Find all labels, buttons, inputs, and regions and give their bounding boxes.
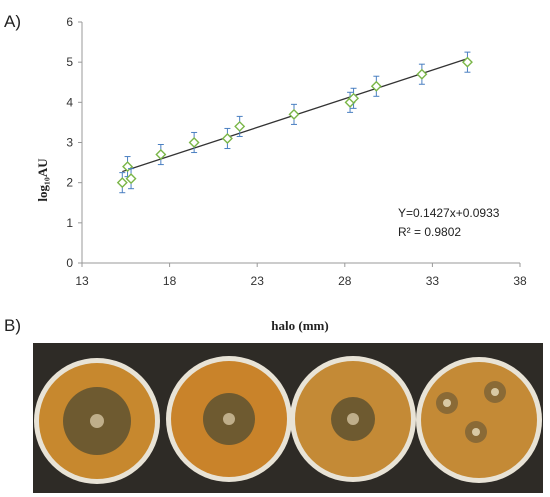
y-tick-label: 4	[66, 95, 73, 109]
data-point	[348, 92, 360, 104]
data-point	[125, 173, 137, 185]
petri-dish-4	[416, 357, 542, 483]
r-squared-annotation: R² = 0.9802	[398, 225, 461, 239]
petri-dish-photo	[33, 343, 543, 493]
panel-a-label: A)	[4, 12, 21, 31]
y-tick-label: 3	[66, 136, 73, 150]
data-point	[116, 177, 128, 189]
x-tick-label: 13	[75, 274, 89, 288]
data-point	[288, 108, 300, 120]
y-tick-label: 5	[66, 55, 73, 69]
y-tick-label: 6	[66, 15, 73, 29]
y-axis-label: log₁₀AU	[35, 158, 50, 202]
x-tick-label: 23	[251, 274, 265, 288]
data-point	[370, 80, 382, 92]
data-point	[461, 56, 473, 68]
data-point	[221, 132, 233, 144]
y-tick-label: 1	[66, 216, 73, 230]
x-tick-label: 28	[338, 274, 352, 288]
data-point	[188, 137, 200, 148]
x-tick-label: 38	[513, 274, 527, 288]
y-tick-label: 2	[66, 176, 73, 190]
petri-dish-1	[34, 358, 160, 484]
x-axis-label: halo (mm)	[271, 318, 328, 333]
y-tick-label: 0	[66, 256, 73, 270]
data-point	[234, 120, 246, 132]
x-tick-label: 18	[163, 274, 177, 288]
petri-dish-2	[166, 356, 292, 482]
data-point	[155, 149, 167, 161]
data-point	[416, 68, 428, 80]
panel-b-label: B)	[4, 316, 21, 335]
petri-dish-3	[290, 356, 416, 482]
x-tick-label: 33	[426, 274, 440, 288]
equation-annotation: Y=0.1427x+0.0933	[398, 206, 500, 220]
chart-marks	[116, 51, 473, 194]
